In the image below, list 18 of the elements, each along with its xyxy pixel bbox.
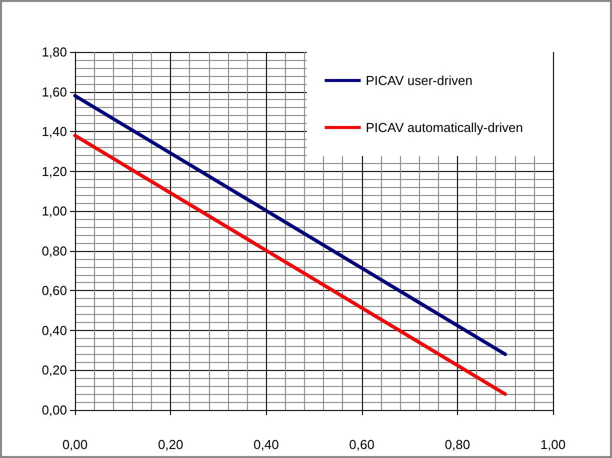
y-tick-label: 0,00 [42,402,67,418]
x-tick-label: 0,80 [444,437,470,452]
y-tick-label: 1,80 [42,44,67,60]
x-tick-label: 0,00 [62,437,88,452]
y-tick-label: 1,60 [42,84,67,100]
y-tick-label: 0,60 [42,283,67,298]
x-tick-label: 1,00 [540,437,566,452]
x-tick-label: 0,40 [254,437,279,452]
y-tick-label: 0,40 [42,322,67,338]
y-tick-label: 0,80 [42,243,67,258]
y-tick-label: 0,20 [42,362,67,378]
x-tick-label: 0,60 [349,437,374,452]
y-tick-label: 1,00 [42,204,67,219]
x-tick-label: 0,20 [158,437,184,452]
legend-label: PICAV automatically-driven [366,120,523,135]
y-tick-label: 1,40 [42,124,67,140]
y-tick-label: 1,20 [42,164,67,179]
legend-label: PICAV user-driven [366,73,472,88]
